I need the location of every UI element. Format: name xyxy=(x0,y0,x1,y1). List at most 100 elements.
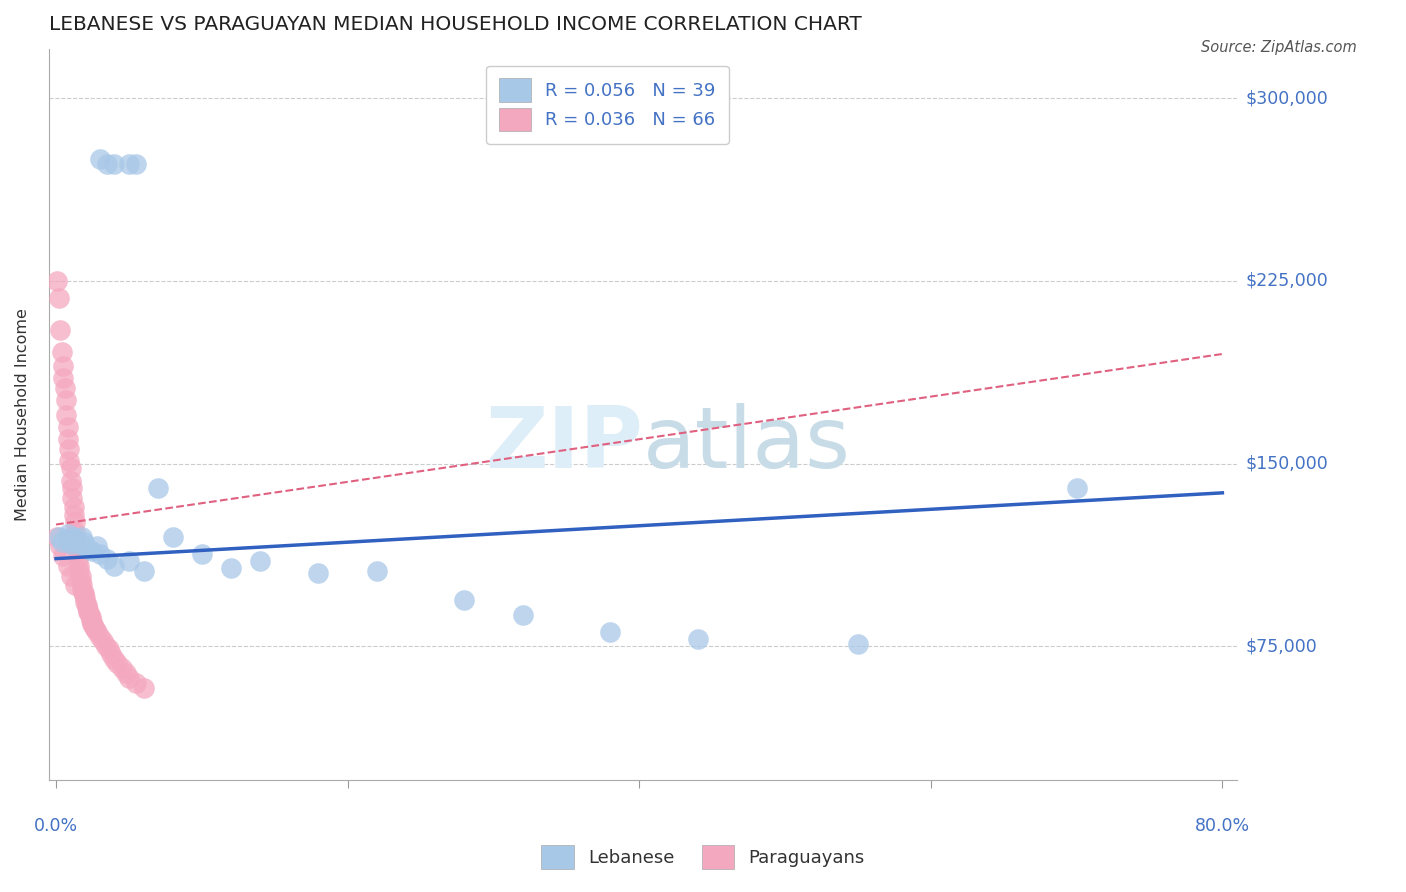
Point xyxy=(80,610,103,624)
Point xyxy=(249,554,271,568)
Point xyxy=(75,591,97,605)
Point xyxy=(66,551,89,566)
Point xyxy=(100,647,122,661)
Point xyxy=(63,578,86,592)
Point xyxy=(105,657,128,671)
Point xyxy=(118,671,141,685)
Text: Source: ZipAtlas.com: Source: ZipAtlas.com xyxy=(1201,40,1357,55)
Point xyxy=(89,630,111,644)
Point xyxy=(77,603,100,617)
Point xyxy=(62,508,84,522)
Point xyxy=(52,371,75,385)
Point xyxy=(599,624,621,639)
Point xyxy=(67,537,90,551)
Point xyxy=(73,588,96,602)
Point xyxy=(191,547,214,561)
Point xyxy=(72,583,94,598)
Point xyxy=(146,481,169,495)
Point xyxy=(69,568,91,582)
Y-axis label: Median Household Income: Median Household Income xyxy=(15,309,30,521)
Point xyxy=(846,637,869,651)
Point xyxy=(56,420,79,434)
Point xyxy=(453,593,475,607)
Point xyxy=(46,274,69,288)
Point xyxy=(75,540,97,554)
Legend: R = 0.056   N = 39, R = 0.036   N = 66: R = 0.056 N = 39, R = 0.036 N = 66 xyxy=(486,66,728,144)
Point xyxy=(162,530,184,544)
Point xyxy=(48,530,70,544)
Point xyxy=(82,615,104,629)
Text: LEBANESE VS PARAGUAYAN MEDIAN HOUSEHOLD INCOME CORRELATION CHART: LEBANESE VS PARAGUAYAN MEDIAN HOUSEHOLD … xyxy=(49,15,862,34)
Point xyxy=(59,474,82,488)
Point xyxy=(72,530,94,544)
Point xyxy=(103,651,125,665)
Point xyxy=(115,666,138,681)
Point xyxy=(512,607,534,622)
Point xyxy=(59,537,82,551)
Point xyxy=(51,344,73,359)
Point xyxy=(77,605,100,619)
Point xyxy=(66,534,89,549)
Point xyxy=(366,564,388,578)
Point xyxy=(80,613,103,627)
Point xyxy=(86,624,108,639)
Point xyxy=(56,527,79,541)
Point xyxy=(308,566,330,581)
Point xyxy=(86,540,108,554)
Point xyxy=(60,491,83,505)
Point xyxy=(72,578,94,592)
Text: $225,000: $225,000 xyxy=(1246,272,1329,290)
Text: $300,000: $300,000 xyxy=(1246,89,1329,107)
Legend: Lebanese, Paraguayans: Lebanese, Paraguayans xyxy=(534,838,872,876)
Point xyxy=(58,442,80,456)
Text: 80.0%: 80.0% xyxy=(1195,817,1250,836)
Point xyxy=(48,291,70,305)
Point xyxy=(55,408,77,422)
Point xyxy=(686,632,709,646)
Point xyxy=(63,524,86,539)
Point xyxy=(132,681,155,695)
Point xyxy=(65,532,87,546)
Point xyxy=(76,598,98,612)
Point xyxy=(82,617,104,632)
Point xyxy=(63,515,86,529)
Point xyxy=(103,558,125,573)
Text: 0.0%: 0.0% xyxy=(34,817,79,836)
Point xyxy=(84,622,107,636)
Point xyxy=(59,461,82,475)
Point xyxy=(132,564,155,578)
Point xyxy=(118,554,141,568)
Point xyxy=(219,561,242,575)
Point xyxy=(55,393,77,408)
Point xyxy=(125,157,148,171)
Point xyxy=(60,481,83,495)
Point xyxy=(53,381,76,395)
Point xyxy=(73,585,96,599)
Point xyxy=(46,530,69,544)
Point xyxy=(63,532,86,546)
Point xyxy=(58,534,80,549)
Point xyxy=(51,534,73,549)
Point xyxy=(62,530,84,544)
Point xyxy=(118,157,141,171)
Point xyxy=(79,607,101,622)
Point xyxy=(67,558,90,573)
Point xyxy=(75,595,97,609)
Point xyxy=(111,661,134,675)
Point xyxy=(62,500,84,515)
Point xyxy=(65,540,87,554)
Point xyxy=(52,549,75,564)
Point xyxy=(53,532,76,546)
Point xyxy=(97,641,120,656)
Point xyxy=(49,540,72,554)
Point xyxy=(56,558,79,573)
Point xyxy=(125,676,148,690)
Point xyxy=(73,534,96,549)
Point xyxy=(94,640,117,654)
Text: $75,000: $75,000 xyxy=(1246,637,1317,656)
Point xyxy=(89,152,111,166)
Point xyxy=(52,359,75,373)
Point xyxy=(56,432,79,446)
Point xyxy=(103,157,125,171)
Point xyxy=(96,157,118,171)
